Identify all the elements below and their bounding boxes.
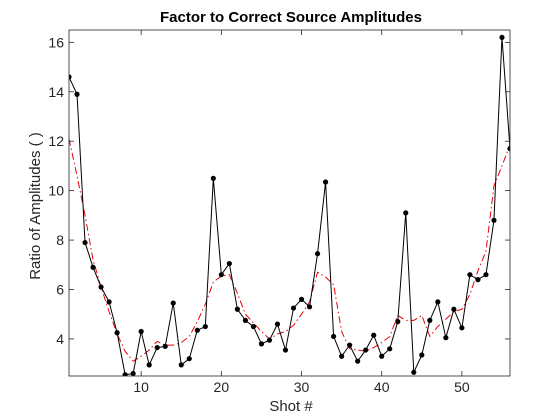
data-point <box>82 239 88 246</box>
data-point <box>451 306 457 312</box>
data-point <box>403 210 409 216</box>
data-point <box>90 264 96 270</box>
x-tick-label: 10 <box>133 379 149 395</box>
data-point <box>459 325 465 331</box>
chart-title: Factor to Correct Source Amplitudes <box>160 9 422 26</box>
data-point <box>314 251 321 257</box>
data-point <box>146 362 152 368</box>
data-point <box>250 323 257 330</box>
x-tick-label: 30 <box>294 379 310 395</box>
data-point <box>475 277 481 283</box>
data-point <box>298 296 305 302</box>
data-point <box>138 328 144 335</box>
data-point <box>130 370 136 376</box>
data-point <box>98 284 104 290</box>
data-point <box>274 321 281 327</box>
data-point <box>242 317 248 323</box>
data-point <box>194 327 200 333</box>
data-point <box>443 335 449 341</box>
y-tick-label: 4 <box>56 331 64 347</box>
data-point <box>363 347 369 353</box>
data-point <box>395 319 401 325</box>
data-point <box>202 323 208 330</box>
data-point <box>411 369 417 375</box>
data-point <box>170 300 176 306</box>
data-point <box>282 347 289 353</box>
data-point <box>355 358 361 364</box>
data-point <box>122 372 128 376</box>
data-point <box>331 333 337 340</box>
data-point <box>290 305 297 311</box>
y-axis-label: Ratio of Amplitudes ( ) <box>27 132 44 280</box>
data-point <box>69 74 72 80</box>
data-point <box>507 146 510 152</box>
data-point <box>379 353 385 359</box>
plot-area: 10 20 30 40 50 4 6 8 10 12 14 16 <box>48 29 511 395</box>
data-point <box>258 341 265 347</box>
data-point <box>266 337 273 343</box>
data-point <box>178 362 184 368</box>
y-tick-label: 16 <box>48 34 64 50</box>
series-layer <box>69 34 510 376</box>
ticks-layer: 10 20 30 40 50 4 6 8 10 12 14 16 <box>48 30 510 395</box>
data-point <box>371 332 377 338</box>
data-point <box>435 299 441 305</box>
data-point <box>306 304 313 310</box>
series-line-dashdot <box>69 138 510 362</box>
x-axis-label: Shot # <box>269 398 313 415</box>
data-point <box>427 317 433 323</box>
data-point <box>339 353 345 359</box>
data-point <box>226 260 232 267</box>
data-point <box>114 330 120 336</box>
data-point <box>210 175 216 181</box>
y-tick-label: 6 <box>56 282 64 298</box>
data-point <box>186 356 192 362</box>
data-point <box>154 344 160 351</box>
data-point <box>74 91 80 97</box>
data-point <box>106 299 112 305</box>
data-point <box>218 272 224 278</box>
x-tick-label: 20 <box>214 379 230 395</box>
y-tick-label: 12 <box>48 133 64 149</box>
axes-box <box>68 29 511 377</box>
data-point <box>322 179 329 185</box>
data-point <box>162 343 168 349</box>
plot-background <box>69 30 510 376</box>
x-tick-label: 50 <box>454 379 470 395</box>
data-point <box>499 34 505 41</box>
data-point <box>483 272 489 278</box>
data-point <box>234 306 240 312</box>
y-tick-label: 10 <box>48 183 64 199</box>
y-tick-label: 14 <box>48 84 64 100</box>
y-tick-label: 8 <box>56 232 64 248</box>
data-point <box>387 346 393 352</box>
data-point <box>467 272 473 278</box>
series-line-solid <box>69 36 510 376</box>
data-point <box>491 217 497 223</box>
data-point <box>419 352 425 358</box>
data-point <box>347 342 353 348</box>
x-tick-label: 40 <box>374 379 390 395</box>
